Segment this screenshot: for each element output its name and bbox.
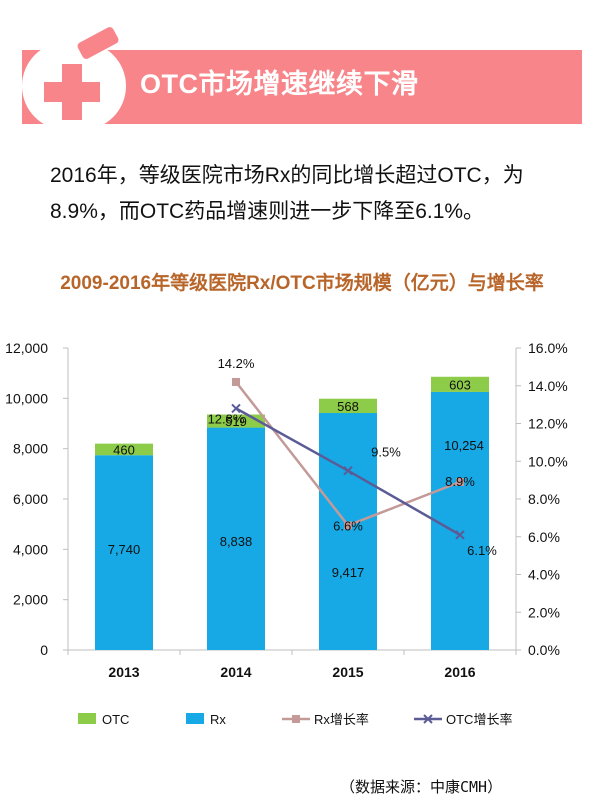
bar-rx	[431, 391, 489, 650]
y2-tick-label: 2.0%	[528, 604, 560, 620]
y-tick-label: 0	[40, 642, 48, 658]
intro-text: 2016年，等级医院市场Rx的同比增长超过OTC，为8.9%，而OTC药品增速则…	[50, 164, 524, 223]
legend-label: Rx增长率	[314, 712, 369, 727]
y2-tick-label: 4.0%	[528, 567, 560, 583]
otc-growth-label: 12.8%	[208, 411, 245, 426]
legend-label: OTC增长率	[446, 712, 512, 727]
bar-otc	[431, 376, 489, 392]
x-tick-label: 2016	[444, 664, 475, 680]
y2-tick-label: 12.0%	[528, 416, 568, 432]
y2-tick-label: 6.0%	[528, 529, 560, 545]
rx-growth-label: 8.9%	[445, 474, 475, 489]
source-note: （数据来源：中康CMH）	[340, 778, 503, 796]
legend-swatch	[186, 713, 204, 724]
bar-rx-label: 10,254	[444, 438, 484, 453]
bar-rx-label: 8,838	[220, 534, 253, 549]
otc-growth-marker	[231, 403, 241, 414]
y2-tick-label: 8.0%	[528, 491, 560, 507]
x-tick-label: 2013	[108, 664, 139, 680]
rx-growth-marker	[456, 478, 464, 487]
x-tick-label: 2014	[220, 664, 251, 680]
bar-otc-label: 568	[337, 399, 359, 414]
bar-otc	[95, 443, 153, 456]
legend-label: Rx	[210, 712, 226, 727]
otc-growth-label: 9.5%	[371, 445, 401, 460]
y-tick-label: 2,000	[13, 592, 48, 608]
banner-title: OTC市场增速继续下滑	[140, 69, 419, 99]
bar-otc-label: 460	[113, 442, 135, 457]
y-tick-label: 6,000	[13, 491, 48, 507]
legend-marker	[423, 714, 433, 724]
chart-title: 2009-2016年等级医院Rx/OTC市场规模（亿元）与增长率	[60, 273, 544, 294]
otc-growth-label: 6.1%	[467, 543, 497, 558]
rx-growth-label: 6.6%	[333, 518, 363, 533]
y2-tick-label: 10.0%	[528, 453, 568, 469]
y-tick-label: 4,000	[13, 541, 48, 557]
rx-growth-marker	[232, 377, 240, 386]
bar-rx	[207, 427, 265, 650]
y-tick-label: 12,000	[5, 340, 48, 356]
y2-tick-label: 14.0%	[528, 378, 568, 394]
bar-rx-label: 9,417	[332, 565, 365, 580]
bar-otc-label: 603	[449, 377, 471, 392]
rx-growth-marker	[344, 521, 352, 530]
y-tick-label: 10,000	[5, 390, 48, 406]
otc-growth-marker	[343, 465, 353, 476]
otc-growth-marker	[455, 530, 465, 540]
bar-rx-label: 7,740	[108, 542, 141, 557]
x-tick-label: 2015	[332, 664, 363, 680]
rx-growth-label: 14.2%	[218, 356, 255, 371]
bar-rx	[95, 455, 153, 650]
y2-tick-label: 0.0%	[528, 642, 560, 658]
y-tick-label: 8,000	[13, 441, 48, 457]
bar-otc	[319, 398, 377, 414]
chart: 0 2,000 4,000 6,000 8,000 10,000 12,000 0.0% 2.0…	[5, 340, 568, 727]
legend-marker	[292, 715, 300, 723]
bar-rx	[319, 413, 377, 650]
bar-otc-label: 519	[225, 414, 247, 429]
legend-label: OTC	[102, 712, 129, 727]
y2-tick-label: 16.0%	[528, 340, 568, 356]
legend-swatch	[78, 713, 96, 724]
